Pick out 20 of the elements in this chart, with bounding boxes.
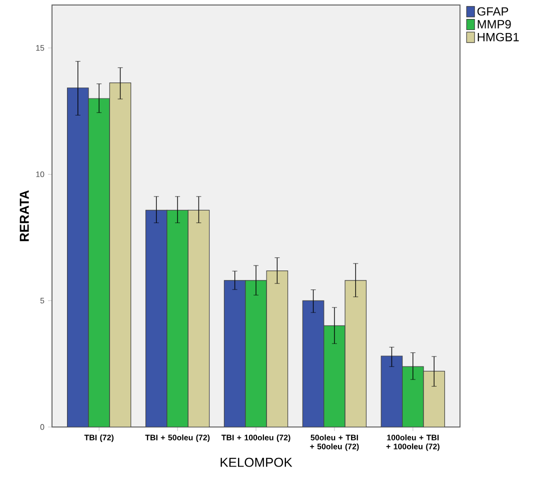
legend-label: HMGB1: [478, 32, 519, 42]
bar: [380, 356, 403, 427]
legend-label: GFAP: [477, 7, 508, 16]
bar: [345, 280, 366, 427]
x-axis-title: KELOMPOK: [220, 458, 292, 467]
bar: [423, 370, 445, 427]
bar: [88, 98, 110, 427]
bar: [188, 210, 210, 427]
bar: [166, 210, 188, 427]
bar: [224, 280, 246, 427]
bar: [245, 280, 267, 427]
bar: [402, 366, 424, 427]
bar: [324, 326, 346, 427]
legend-label: MMP9: [478, 20, 511, 28]
bar: [110, 82, 131, 427]
bar: [146, 210, 167, 427]
bar: [67, 88, 88, 427]
bar: [266, 270, 288, 427]
y-axis-title: RERATA: [20, 190, 29, 242]
bar: [302, 300, 324, 427]
